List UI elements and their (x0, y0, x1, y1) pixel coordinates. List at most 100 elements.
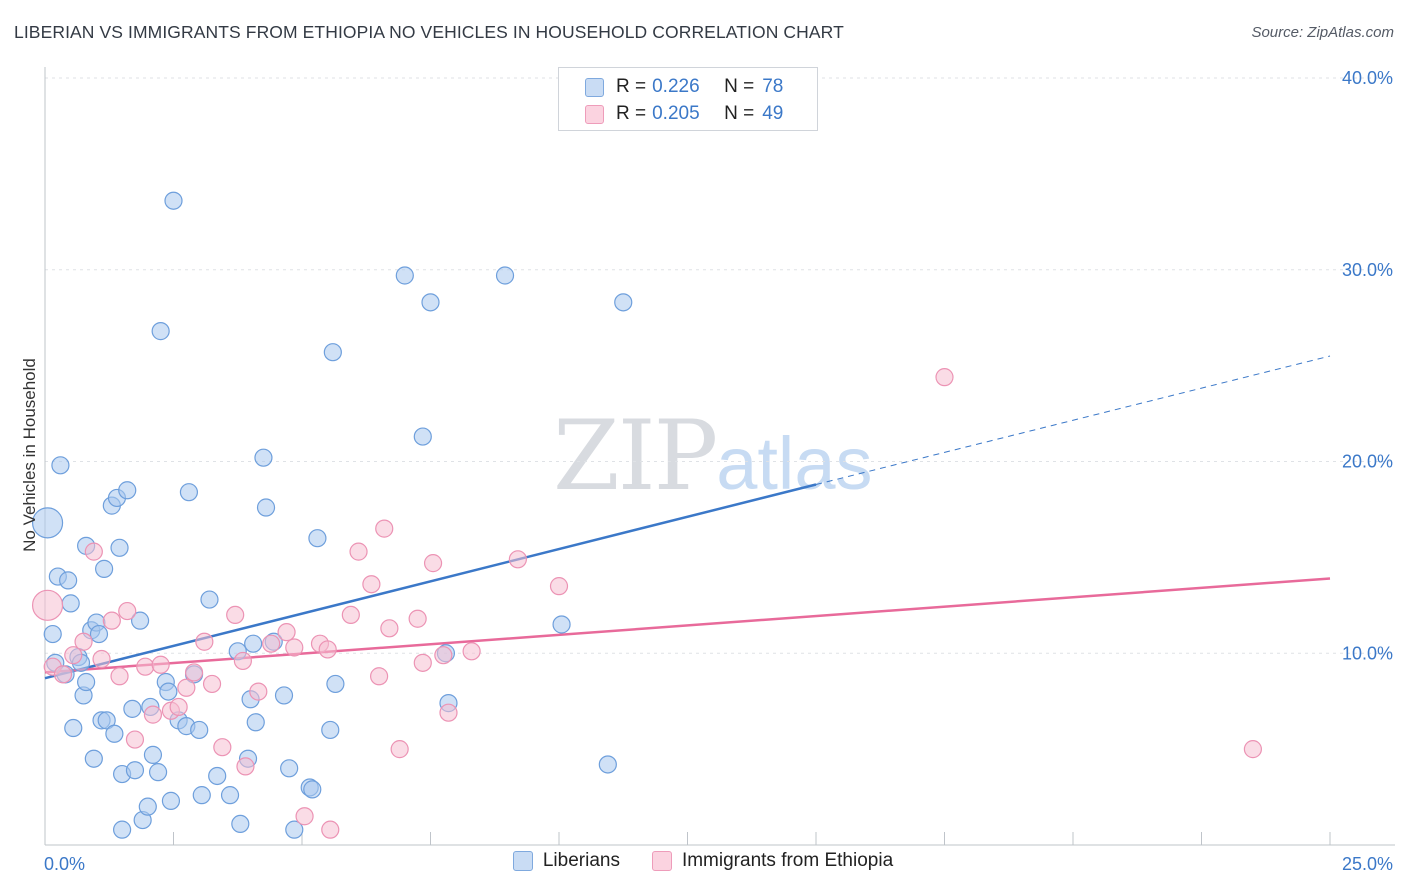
point-ethiopia (74, 632, 93, 651)
point-liberians (598, 755, 617, 774)
y-tick-label: 20.0% (1342, 452, 1393, 472)
point-liberians (323, 343, 342, 362)
point-ethiopia (1243, 740, 1263, 759)
tick-labels: 10.0% 20.0% 30.0% 40.0% 0.0% 25.0% (44, 68, 1393, 874)
point-ethiopia (236, 757, 255, 776)
point-liberians (274, 686, 294, 705)
point-liberians (303, 780, 322, 799)
axes (44, 67, 1395, 846)
point-ethiopia (169, 697, 188, 717)
watermark-zip: ZIP (553, 400, 718, 512)
point-ethiopia (177, 678, 196, 697)
point-liberians (123, 699, 142, 718)
point-ethiopia (136, 657, 155, 676)
point-ethiopia (380, 619, 399, 638)
point-ethiopia (462, 642, 481, 661)
source-label: Source: ZipAtlas.com (1251, 24, 1394, 41)
stats-row-ethiopia: R = 0.205 N = 49 (585, 102, 783, 126)
point-liberians (97, 711, 116, 730)
point-liberians (179, 483, 199, 502)
point-ethiopia (151, 655, 170, 674)
point-ethiopia (233, 651, 252, 671)
point-liberians (190, 720, 209, 740)
point-liberians (244, 634, 263, 653)
point-liberians (495, 266, 515, 285)
legend-item-liberians[interactable]: Liberians (512, 850, 620, 872)
point-liberians (159, 682, 178, 701)
point-liberians (118, 481, 137, 500)
point-liberians (254, 448, 273, 467)
point-liberians (89, 624, 109, 644)
point-ethiopia (53, 665, 73, 684)
point-ethiopia (285, 638, 304, 657)
r-value: 0.226 (652, 76, 700, 97)
point-liberians (143, 745, 163, 764)
legend-label-liberians: Liberians (542, 850, 620, 871)
point-liberians (192, 786, 211, 805)
y-tick-label: 30.0% (1342, 260, 1393, 280)
trend-line-liberians-extension (815, 355, 1331, 485)
point-ethiopia (195, 632, 214, 651)
point-liberians (256, 498, 276, 517)
point-ethiopia (321, 820, 340, 839)
point-liberians (51, 456, 70, 475)
point-ethiopia (439, 703, 458, 722)
n-value: 78 (762, 76, 784, 97)
point-liberians (125, 761, 145, 780)
point-ethiopia (362, 575, 381, 594)
r-label: R = (616, 103, 647, 124)
point-ethiopia (935, 368, 954, 387)
point-liberians (130, 611, 150, 630)
point-liberians (614, 293, 633, 312)
point-liberians (200, 590, 219, 609)
liberians-legend-swatch (512, 851, 533, 871)
stats-legend: R = 0.226 N = 78 R = 0.205 N = 49 (558, 67, 818, 131)
point-liberians (321, 720, 340, 740)
legend-label-ethiopia: Immigrants from Ethiopia (681, 850, 894, 871)
y-axis-label: No Vehicles in Household (20, 358, 39, 552)
point-liberians (421, 293, 440, 312)
grid-lines (45, 77, 1395, 654)
point-ethiopia (118, 601, 137, 621)
x-tick-label: 0.0% (44, 854, 85, 874)
point-liberians (95, 559, 114, 578)
point-liberians (246, 713, 265, 732)
point-liberians (112, 820, 132, 839)
point-liberians (220, 786, 240, 805)
point-ethiopia (423, 554, 443, 573)
point-liberians (552, 615, 571, 634)
point-liberians (308, 529, 327, 548)
data-points (31, 191, 1263, 839)
trend-line-liberians (44, 483, 817, 680)
point-ethiopia (508, 550, 527, 569)
point-liberians (59, 571, 78, 590)
point-liberians (138, 797, 157, 816)
point-ethiopia (408, 609, 427, 628)
point-liberians (148, 763, 168, 782)
ethiopia-swatch (585, 104, 604, 124)
point-liberians (285, 820, 304, 839)
point-ethiopia (143, 705, 163, 724)
point-ethiopia (64, 646, 83, 665)
point-ethiopia (84, 542, 103, 561)
point-ethiopia (370, 667, 389, 686)
liberians-swatch (585, 77, 604, 97)
legend-item-ethiopia[interactable]: Immigrants from Ethiopia (651, 850, 894, 872)
point-liberians (110, 538, 129, 557)
point-liberians (413, 427, 432, 446)
n-value: 49 (762, 103, 784, 124)
point-liberians (77, 672, 96, 692)
point-liberians (326, 674, 345, 694)
r-value: 0.205 (652, 103, 700, 124)
point-ethiopia (341, 605, 360, 625)
point-ethiopia (413, 653, 432, 672)
point-ethiopia (213, 738, 232, 757)
point-liberians (43, 624, 62, 644)
point-liberians (105, 724, 124, 743)
point-ethiopia (249, 682, 268, 701)
watermark: ZIPatlas (553, 400, 873, 512)
x-tick-label: 25.0% (1342, 854, 1393, 874)
point-ethiopia (184, 663, 204, 682)
point-ethiopia (262, 634, 281, 653)
